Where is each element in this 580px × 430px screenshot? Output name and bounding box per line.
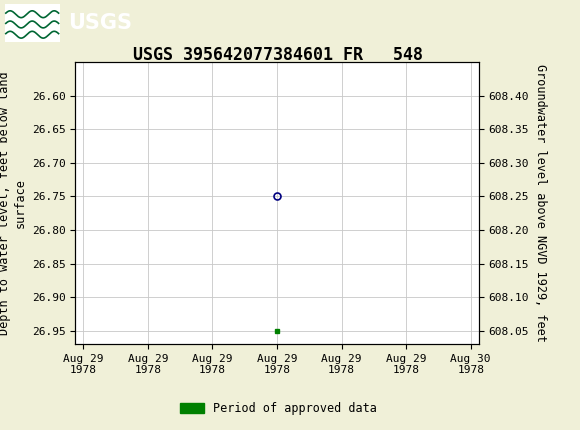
Y-axis label: Groundwater level above NGVD 1929, feet: Groundwater level above NGVD 1929, feet [534, 64, 548, 342]
Y-axis label: Depth to water level, feet below land
surface: Depth to water level, feet below land su… [0, 71, 26, 335]
Bar [5, 3, 60, 42]
Legend: Period of approved data: Period of approved data [175, 397, 382, 420]
Text: USGS 395642077384601 FR   548: USGS 395642077384601 FR 548 [133, 46, 423, 64]
Text: USGS: USGS [68, 12, 132, 33]
